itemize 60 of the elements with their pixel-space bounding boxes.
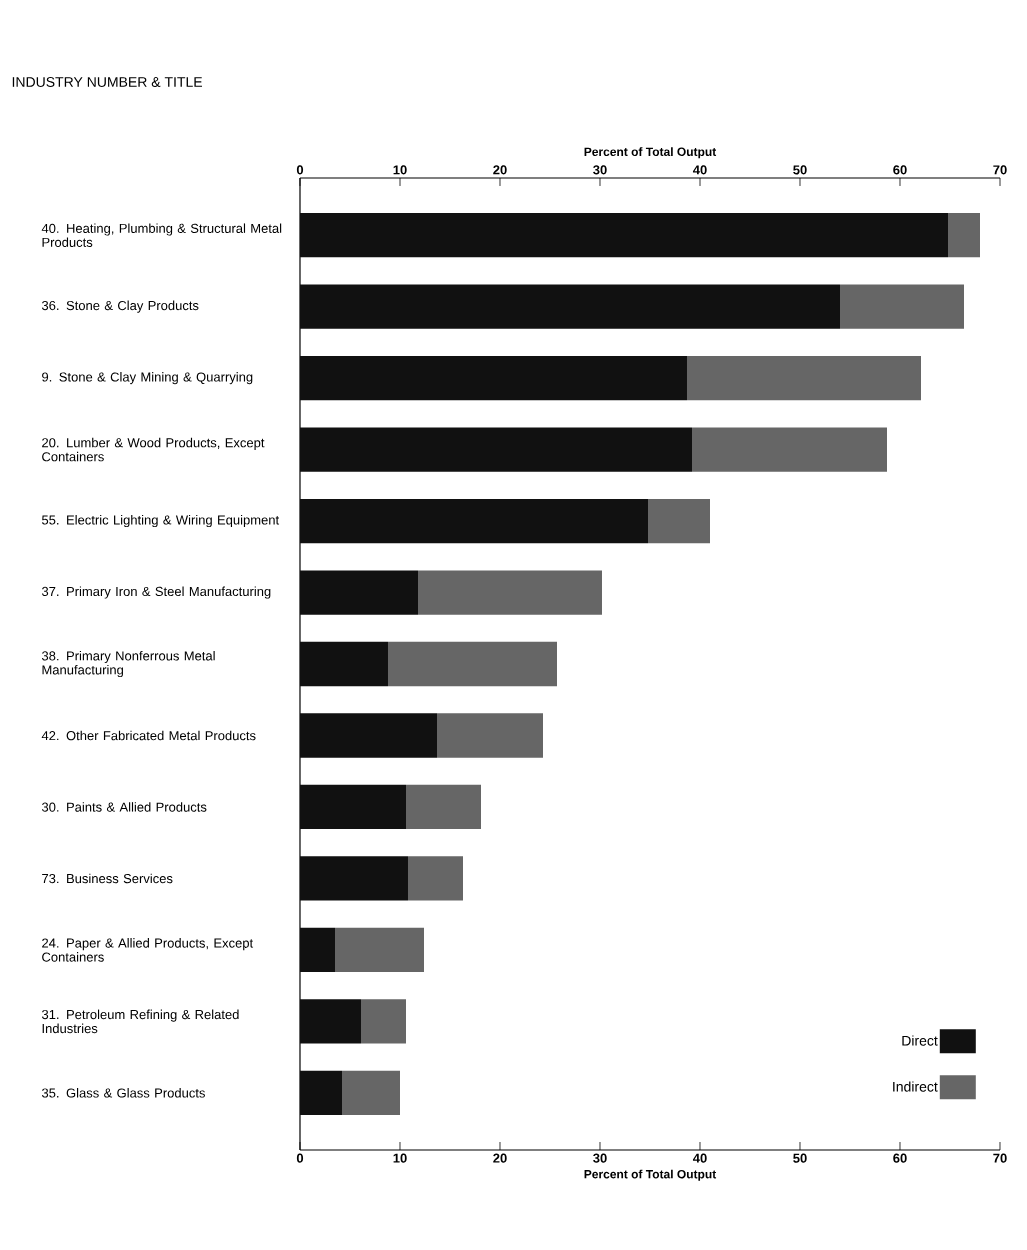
bar [300, 927, 335, 973]
text: INDUSTRY NUMBER & TITLE [12, 77, 203, 87]
bar [300, 355, 687, 401]
x-tick-label: 10 [393, 1153, 407, 1163]
bar [948, 213, 980, 258]
bar [361, 999, 406, 1044]
y-tick-label: 42. Other Fabricated Metal Products [41, 730, 256, 741]
y-tick-label: 20. Lumber & Wood Products, Except Containers [42, 437, 265, 462]
y-tick-label: 30. Paints & Allied Products [41, 802, 207, 812]
y-tick-label: 73. Business Services [42, 873, 173, 884]
x-tick-label: 60 [893, 1153, 907, 1163]
x-tick-label: 70 [993, 1153, 1007, 1163]
x-axis-title: Percent of Total Output [584, 1169, 717, 1181]
bar [300, 213, 948, 258]
bar [300, 999, 361, 1044]
x2-tick-label: 0 [296, 165, 304, 175]
y-tick-label: 24. Paper & Allied Products, Except Containers [42, 938, 254, 962]
x-tick-label: 40 [692, 1153, 707, 1163]
x-tick-label: 50 [793, 1153, 807, 1163]
x2-tick-label: 60 [893, 165, 907, 175]
x2-tick-label: 20 [493, 165, 507, 175]
x2-tick-label: 40 [692, 165, 707, 175]
y-tick-label: 35. Glass & Glass Products [41, 1088, 205, 1098]
legend-label: Indirect [893, 1081, 938, 1092]
y-tick-label: 36. Stone & Clay Products [41, 300, 199, 313]
x2-tick-label: 10 [393, 165, 407, 175]
bar [300, 713, 437, 758]
bar [300, 641, 388, 687]
bar [418, 570, 602, 615]
y-tick-label: 55. Electric Lighting & Wiring Equipment [41, 515, 280, 528]
bar [388, 641, 557, 687]
bar [300, 856, 408, 901]
bar [300, 784, 406, 830]
y-tick-label: 37. Primary Iron & Steel Manufacturing [41, 586, 271, 599]
bar [408, 856, 463, 901]
y-tick-label: 40. Heating, Plumbing & Structural Metal Products [41, 223, 282, 247]
legend-label: Direct [902, 1035, 938, 1046]
x-tick-label: 20 [493, 1153, 507, 1163]
bar [406, 784, 481, 830]
y-tick-label: 38. Primary Nonferrous Metal Manufacturing [41, 650, 215, 678]
bar [687, 355, 921, 401]
bar [648, 498, 710, 544]
bar [342, 1070, 400, 1115]
bar [840, 284, 964, 329]
y-tick-label: 31. Petroleum Refining & Related Industries [41, 1009, 239, 1034]
x2-tick-label: 50 [793, 165, 807, 175]
x2-axis-title: Percent of Total Output [584, 147, 717, 159]
y-tick-label: 9. Stone & Clay Mining & Quarrying [42, 372, 253, 385]
bar [300, 498, 648, 544]
x2-tick-label: 70 [993, 165, 1007, 175]
bar [437, 713, 543, 758]
x2-tick-label: 30 [593, 165, 607, 175]
x-tick-label: 0 [296, 1153, 304, 1163]
bar [300, 570, 418, 615]
bar [692, 427, 887, 472]
bar [300, 1070, 342, 1115]
bar [300, 427, 692, 472]
bar [300, 284, 840, 329]
x-tick-label: 30 [593, 1153, 607, 1163]
bar [335, 927, 424, 973]
